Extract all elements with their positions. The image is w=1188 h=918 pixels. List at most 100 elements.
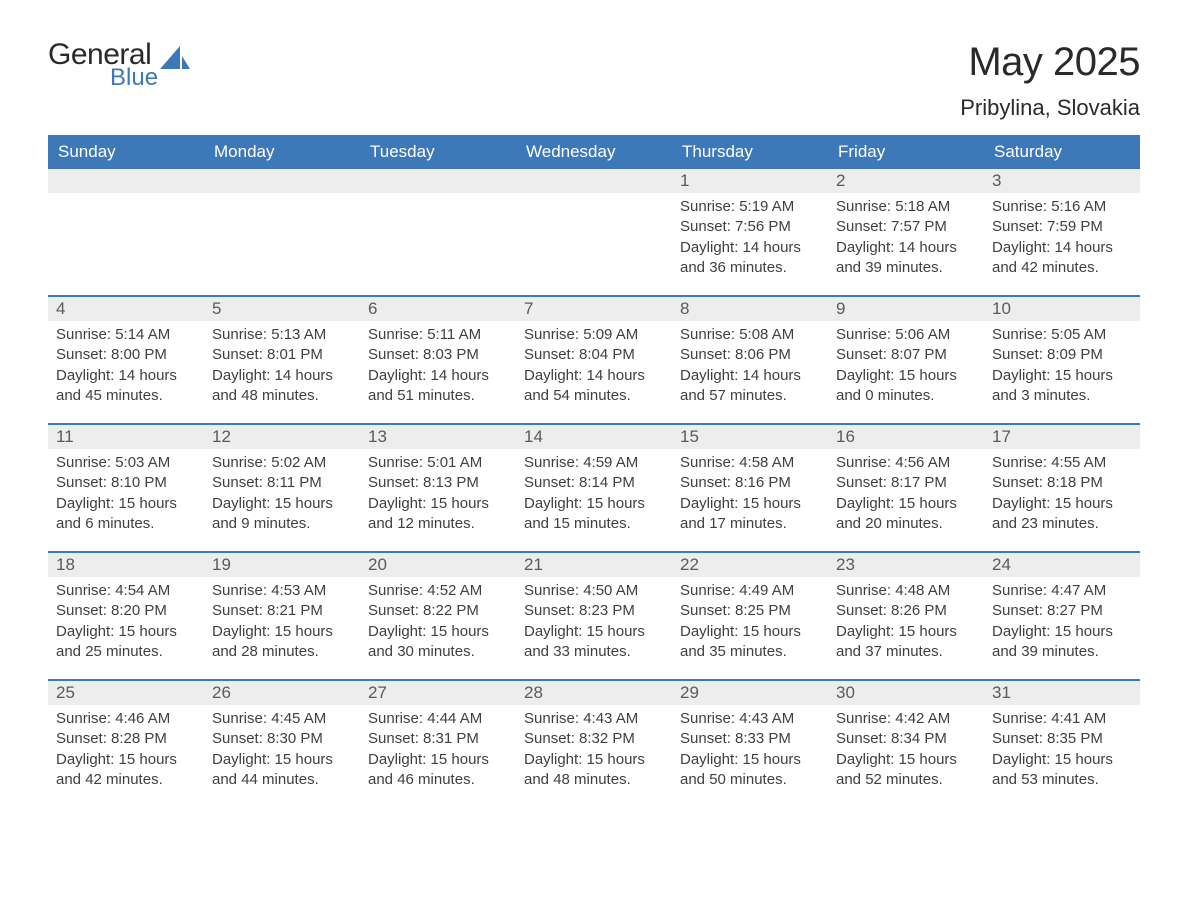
sunset-line: Sunset: 8:31 PM [368,729,508,749]
day-number: 2 [828,169,984,193]
week-row: 18Sunrise: 4:54 AMSunset: 8:20 PMDayligh… [48,551,1140,679]
day-number: 15 [672,425,828,449]
daylight-line: Daylight: 15 hours and 48 minutes. [524,750,664,791]
day-cell: 11Sunrise: 5:03 AMSunset: 8:10 PMDayligh… [48,425,204,551]
day-body: Sunrise: 5:19 AMSunset: 7:56 PMDaylight:… [672,193,828,282]
day-body: Sunrise: 4:41 AMSunset: 8:35 PMDaylight:… [984,705,1140,794]
day-number: 8 [672,297,828,321]
daylight-line: Daylight: 15 hours and 37 minutes. [836,622,976,663]
day-cell: 12Sunrise: 5:02 AMSunset: 8:11 PMDayligh… [204,425,360,551]
location: Pribylina, Slovakia [960,95,1140,121]
day-body: Sunrise: 5:11 AMSunset: 8:03 PMDaylight:… [360,321,516,410]
day-number: 29 [672,681,828,705]
daylight-line: Daylight: 15 hours and 52 minutes. [836,750,976,791]
day-cell: 13Sunrise: 5:01 AMSunset: 8:13 PMDayligh… [360,425,516,551]
day-body: Sunrise: 4:49 AMSunset: 8:25 PMDaylight:… [672,577,828,666]
sunrise-line: Sunrise: 4:49 AM [680,581,820,601]
weeks-container: 1Sunrise: 5:19 AMSunset: 7:56 PMDaylight… [48,169,1140,807]
sunset-line: Sunset: 8:18 PM [992,473,1132,493]
sunset-line: Sunset: 8:09 PM [992,345,1132,365]
daylight-line: Daylight: 15 hours and 12 minutes. [368,494,508,535]
sunset-line: Sunset: 8:35 PM [992,729,1132,749]
weekday-header: Tuesday [360,135,516,169]
weekday-header: Thursday [672,135,828,169]
day-cell: 30Sunrise: 4:42 AMSunset: 8:34 PMDayligh… [828,681,984,807]
day-body: Sunrise: 4:43 AMSunset: 8:32 PMDaylight:… [516,705,672,794]
sunrise-line: Sunrise: 4:47 AM [992,581,1132,601]
sail-icon [160,46,190,72]
daylight-line: Daylight: 14 hours and 36 minutes. [680,238,820,279]
sunset-line: Sunset: 8:03 PM [368,345,508,365]
day-number: 27 [360,681,516,705]
day-number: 23 [828,553,984,577]
day-number: 25 [48,681,204,705]
week-row: 4Sunrise: 5:14 AMSunset: 8:00 PMDaylight… [48,295,1140,423]
day-body: Sunrise: 4:47 AMSunset: 8:27 PMDaylight:… [984,577,1140,666]
daylight-line: Daylight: 15 hours and 23 minutes. [992,494,1132,535]
sunset-line: Sunset: 8:16 PM [680,473,820,493]
daylight-line: Daylight: 14 hours and 45 minutes. [56,366,196,407]
sunset-line: Sunset: 8:28 PM [56,729,196,749]
daylight-line: Daylight: 14 hours and 57 minutes. [680,366,820,407]
day-body: Sunrise: 4:59 AMSunset: 8:14 PMDaylight:… [516,449,672,538]
sunrise-line: Sunrise: 5:11 AM [368,325,508,345]
sunrise-line: Sunrise: 5:01 AM [368,453,508,473]
day-number: 24 [984,553,1140,577]
day-number: 19 [204,553,360,577]
weekday-header: Monday [204,135,360,169]
weekday-header: Sunday [48,135,204,169]
sunrise-line: Sunrise: 4:43 AM [680,709,820,729]
sunrise-line: Sunrise: 4:55 AM [992,453,1132,473]
weekday-header-row: SundayMondayTuesdayWednesdayThursdayFrid… [48,135,1140,169]
sunset-line: Sunset: 8:25 PM [680,601,820,621]
day-body: Sunrise: 5:01 AMSunset: 8:13 PMDaylight:… [360,449,516,538]
day-number [360,169,516,193]
day-body: Sunrise: 4:55 AMSunset: 8:18 PMDaylight:… [984,449,1140,538]
day-cell: 17Sunrise: 4:55 AMSunset: 8:18 PMDayligh… [984,425,1140,551]
sunset-line: Sunset: 8:01 PM [212,345,352,365]
daylight-line: Daylight: 15 hours and 30 minutes. [368,622,508,663]
day-cell: 19Sunrise: 4:53 AMSunset: 8:21 PMDayligh… [204,553,360,679]
day-number: 14 [516,425,672,449]
daylight-line: Daylight: 14 hours and 54 minutes. [524,366,664,407]
day-number: 5 [204,297,360,321]
daylight-line: Daylight: 15 hours and 6 minutes. [56,494,196,535]
daylight-line: Daylight: 15 hours and 42 minutes. [56,750,196,791]
sunrise-line: Sunrise: 4:41 AM [992,709,1132,729]
day-cell: 22Sunrise: 4:49 AMSunset: 8:25 PMDayligh… [672,553,828,679]
day-number: 28 [516,681,672,705]
sunrise-line: Sunrise: 5:06 AM [836,325,976,345]
day-number: 11 [48,425,204,449]
week-row: 25Sunrise: 4:46 AMSunset: 8:28 PMDayligh… [48,679,1140,807]
logo-text: General Blue [48,40,158,90]
sunrise-line: Sunrise: 4:52 AM [368,581,508,601]
day-cell: 27Sunrise: 4:44 AMSunset: 8:31 PMDayligh… [360,681,516,807]
daylight-line: Daylight: 15 hours and 35 minutes. [680,622,820,663]
day-cell [516,169,672,295]
day-number: 9 [828,297,984,321]
logo: General Blue [48,40,190,90]
sunrise-line: Sunrise: 5:16 AM [992,197,1132,217]
day-cell: 10Sunrise: 5:05 AMSunset: 8:09 PMDayligh… [984,297,1140,423]
sunrise-line: Sunrise: 5:09 AM [524,325,664,345]
day-number: 18 [48,553,204,577]
sunrise-line: Sunrise: 5:08 AM [680,325,820,345]
day-cell: 16Sunrise: 4:56 AMSunset: 8:17 PMDayligh… [828,425,984,551]
day-body: Sunrise: 4:50 AMSunset: 8:23 PMDaylight:… [516,577,672,666]
day-cell: 5Sunrise: 5:13 AMSunset: 8:01 PMDaylight… [204,297,360,423]
sunrise-line: Sunrise: 5:19 AM [680,197,820,217]
daylight-line: Daylight: 14 hours and 39 minutes. [836,238,976,279]
day-cell: 8Sunrise: 5:08 AMSunset: 8:06 PMDaylight… [672,297,828,423]
day-cell: 20Sunrise: 4:52 AMSunset: 8:22 PMDayligh… [360,553,516,679]
day-number: 7 [516,297,672,321]
day-number: 13 [360,425,516,449]
day-body: Sunrise: 5:05 AMSunset: 8:09 PMDaylight:… [984,321,1140,410]
sunrise-line: Sunrise: 4:58 AM [680,453,820,473]
daylight-line: Daylight: 14 hours and 48 minutes. [212,366,352,407]
day-cell: 9Sunrise: 5:06 AMSunset: 8:07 PMDaylight… [828,297,984,423]
sunrise-line: Sunrise: 4:50 AM [524,581,664,601]
daylight-line: Daylight: 15 hours and 9 minutes. [212,494,352,535]
day-number: 16 [828,425,984,449]
sunset-line: Sunset: 8:30 PM [212,729,352,749]
day-body: Sunrise: 4:56 AMSunset: 8:17 PMDaylight:… [828,449,984,538]
